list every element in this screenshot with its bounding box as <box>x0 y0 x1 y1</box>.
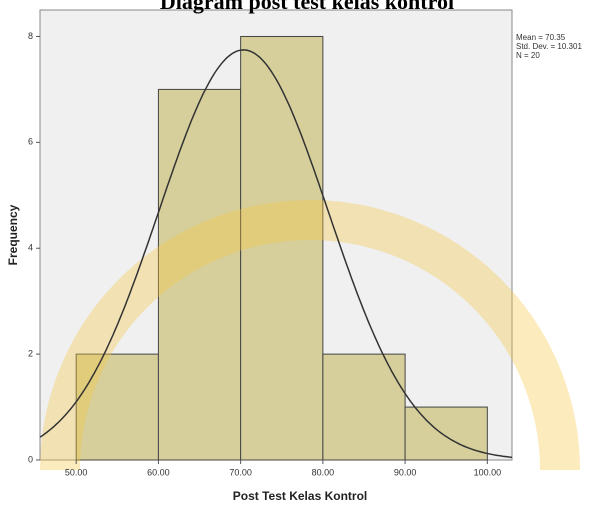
stats-label: N = 20 <box>516 51 540 60</box>
y-tick-label: 4 <box>28 243 33 253</box>
chart: Diagram post test kelas kontrol Post Tes… <box>0 0 614 509</box>
x-tick-label: 90.00 <box>394 467 417 477</box>
stats-label: Std. Dev. = 10.301 <box>516 42 582 51</box>
bar <box>241 36 323 460</box>
bar <box>405 407 487 460</box>
x-tick-label: 60.00 <box>147 467 170 477</box>
y-axis-label: Frequency <box>6 204 20 265</box>
chart-title: Diagram post test kelas kontrol <box>160 0 454 14</box>
y-tick-label: 2 <box>28 348 33 358</box>
x-tick-label: 100.00 <box>474 467 502 477</box>
x-axis-label: Post Test Kelas Kontrol <box>233 489 367 503</box>
bar <box>323 354 405 460</box>
y-tick-label: 0 <box>28 454 33 464</box>
stats-label: Mean = 70.35 <box>516 33 566 42</box>
x-tick-label: 50.00 <box>65 467 88 477</box>
x-tick-label: 70.00 <box>229 467 252 477</box>
x-tick-label: 80.00 <box>312 467 335 477</box>
y-tick-label: 8 <box>28 31 33 41</box>
y-tick-label: 6 <box>28 137 33 147</box>
